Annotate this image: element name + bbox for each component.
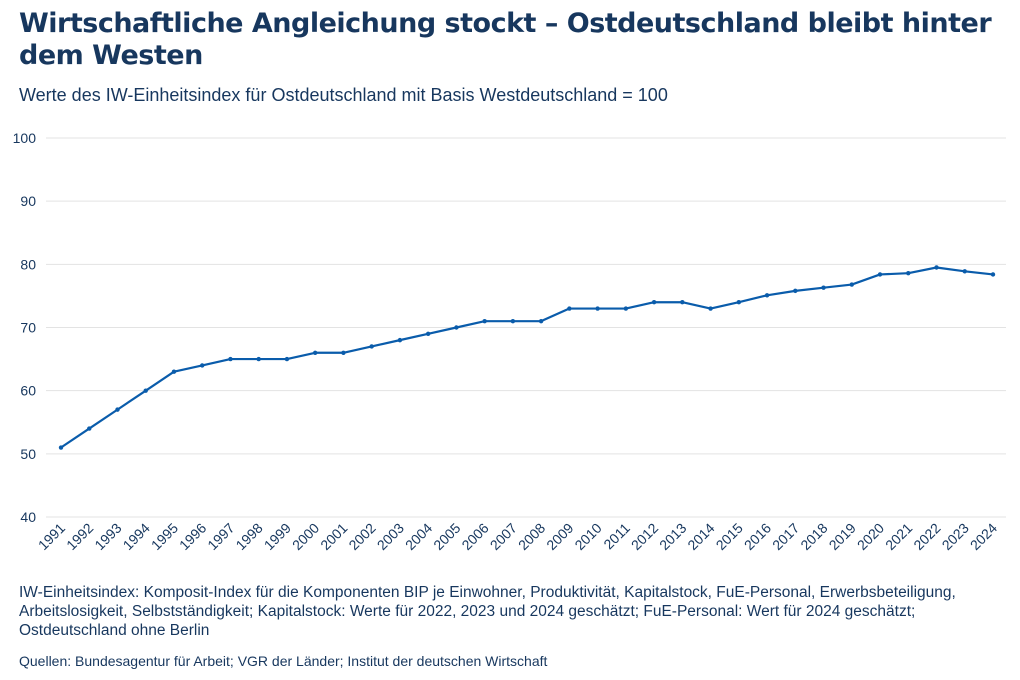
line-chart: 4050607080901001991199219931994199519961… [13, 130, 1006, 553]
data-point [567, 306, 572, 311]
x-tick-label: 2002 [345, 520, 378, 553]
y-tick-label: 40 [20, 509, 36, 525]
data-point [736, 300, 742, 305]
series-line [60, 266, 994, 449]
x-tick-label: 2008 [515, 520, 548, 553]
data-point [990, 272, 996, 277]
data-point [877, 272, 883, 277]
x-tick-label: 1998 [232, 520, 265, 553]
x-tick-label: 2003 [374, 520, 407, 553]
x-tick-label: 1999 [261, 520, 294, 553]
chart-title: Wirtschaftliche Angleichung stockt – Ost… [19, 8, 992, 71]
x-tick-label: 2010 [571, 520, 604, 553]
x-tick-label: 1995 [148, 520, 181, 553]
data-point [397, 337, 403, 343]
y-tick-label: 60 [20, 383, 36, 399]
chart-notes: IW-Einheitsindex: Komposit-Index für die… [19, 584, 956, 639]
y-tick-label: 90 [20, 193, 36, 209]
data-point [651, 300, 657, 305]
x-tick-label: 1997 [204, 520, 237, 553]
x-tick-label: 1992 [63, 520, 96, 553]
x-tick-label: 2018 [797, 520, 830, 553]
data-point [849, 282, 854, 287]
data-point [369, 344, 374, 349]
y-tick-label: 50 [20, 446, 36, 462]
x-tick-label: 2020 [854, 520, 887, 553]
data-point [821, 285, 826, 290]
data-point [764, 293, 770, 298]
x-tick-label: 2006 [458, 520, 491, 553]
data-point [538, 318, 544, 324]
x-tick-label: 2019 [826, 520, 859, 553]
data-point [934, 265, 939, 270]
x-tick-label: 2001 [317, 520, 350, 553]
data-point [906, 270, 911, 276]
x-tick-label: 2015 [713, 520, 746, 553]
x-tick-label: 2004 [402, 520, 435, 553]
x-tick-label: 2013 [656, 520, 689, 553]
data-point [962, 269, 967, 274]
data-point [482, 318, 487, 324]
data-point [708, 306, 713, 311]
x-tick-label: 1994 [120, 520, 153, 553]
data-point [171, 369, 177, 374]
data-point [200, 363, 205, 368]
chart-source: Quellen: Bundesagentur für Arbeit; VGR d… [19, 653, 548, 669]
x-tick-label: 2024 [967, 520, 1000, 553]
x-tick-label: 2000 [289, 520, 322, 553]
y-tick-label: 80 [20, 256, 36, 272]
data-point [115, 407, 120, 412]
y-tick-label: 100 [13, 130, 37, 146]
x-tick-label: 2014 [684, 520, 717, 553]
x-tick-label: 2017 [769, 520, 802, 553]
x-tick-label: 2023 [939, 520, 972, 553]
data-point [228, 356, 233, 362]
data-point [58, 445, 64, 450]
x-tick-label: 1996 [176, 520, 209, 553]
data-point [341, 350, 346, 355]
data-point [793, 288, 798, 294]
data-point [312, 350, 318, 355]
x-tick-label: 2009 [543, 520, 576, 553]
x-tick-label: 2011 [600, 520, 633, 553]
x-tick-label: 2012 [628, 520, 661, 553]
chart-subtitle: Werte des IW-Einheitsindex für Ostdeutsc… [19, 85, 668, 105]
x-tick-label: 2007 [487, 520, 520, 553]
x-tick-label: 1993 [91, 520, 124, 553]
x-tick-label: 1991 [35, 520, 68, 553]
data-point [425, 331, 431, 337]
data-point [454, 325, 459, 330]
x-tick-label: 2021 [882, 520, 915, 553]
x-tick-label: 2005 [430, 520, 463, 553]
data-point [143, 388, 148, 393]
data-point [87, 426, 92, 431]
data-point [623, 306, 629, 311]
y-tick-label: 70 [20, 320, 36, 336]
data-point [680, 300, 685, 305]
data-point [595, 306, 600, 311]
data-point [510, 318, 516, 324]
x-tick-label: 2022 [910, 520, 943, 553]
data-point [256, 356, 261, 362]
data-point [284, 356, 290, 362]
x-tick-label: 2016 [741, 520, 774, 553]
